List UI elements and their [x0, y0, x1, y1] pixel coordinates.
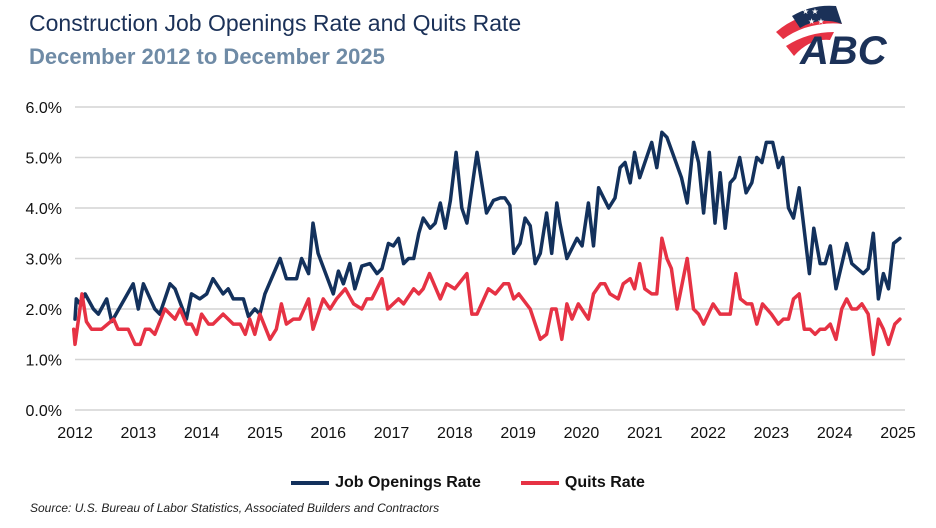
y-tick-label: 1.0% [26, 353, 62, 370]
x-tick-label: 2012 [57, 425, 93, 442]
series-line-quits-rate [71, 236, 902, 357]
x-tick-label: 2017 [374, 425, 410, 442]
x-tick-label: 2015 [247, 425, 283, 442]
x-tick-label: 2014 [184, 425, 220, 442]
x-tick-label: 2022 [690, 425, 726, 442]
x-tick-label: 2021 [627, 425, 663, 442]
svg-text:★ ★: ★ ★ [808, 17, 825, 26]
legend-label-job-openings: Job Openings Rate [335, 474, 481, 491]
x-tick-label: 2018 [437, 425, 473, 442]
x-tick-label: 2019 [500, 425, 536, 442]
x-tick-label: 2025 [880, 425, 916, 442]
y-tick-label: 5.0% [26, 151, 62, 168]
abc-logo: ★ ★ ★ ★ ABC [772, 2, 902, 73]
chart-subtitle: December 2012 to December 2025 [29, 44, 385, 69]
y-tick-label: 0.0% [26, 403, 62, 420]
x-tick-label: 2023 [754, 425, 790, 442]
logo-text: ABC [799, 29, 888, 68]
x-tick-label: 2013 [121, 425, 157, 442]
legend-item-job-openings: Job Openings Rate [291, 474, 481, 492]
chart-title: Construction Job Openings Rate and Quits… [29, 10, 522, 36]
source-note: Source: U.S. Bureau of Labor Statistics,… [30, 501, 440, 515]
y-tick-label: 4.0% [26, 201, 62, 218]
legend-label-quits: Quits Rate [564, 474, 645, 491]
x-tick-label: 2016 [310, 425, 346, 442]
y-tick-label: 2.0% [26, 302, 62, 319]
legend-item-quits: Quits Rate [520, 474, 645, 492]
legend: Job Openings Rate Quits Rate [0, 474, 936, 492]
legend-swatch-job-openings [291, 481, 330, 485]
legend-swatch-quits [520, 481, 559, 485]
svg-text:★ ★: ★ ★ [802, 7, 819, 16]
x-tick-label: 2020 [564, 425, 600, 442]
x-tick-label: 2024 [817, 425, 853, 442]
series-line-job-openings-rate [73, 130, 902, 324]
y-tick-label: 3.0% [26, 252, 62, 269]
y-tick-label: 6.0% [26, 100, 62, 117]
